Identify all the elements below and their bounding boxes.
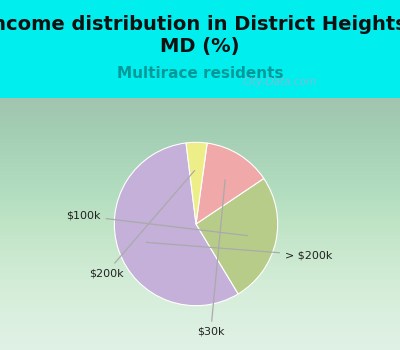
- Wedge shape: [196, 178, 278, 294]
- Text: $100k: $100k: [66, 211, 248, 236]
- Text: > $200k: > $200k: [146, 242, 332, 260]
- Text: City-Data.com: City-Data.com: [242, 77, 317, 87]
- Text: $30k: $30k: [197, 180, 225, 337]
- Text: Multirace residents: Multirace residents: [117, 66, 283, 81]
- Wedge shape: [196, 143, 264, 224]
- Text: $200k: $200k: [89, 170, 194, 278]
- Wedge shape: [114, 143, 238, 306]
- Text: Income distribution in District Heights,
MD (%): Income distribution in District Heights,…: [0, 15, 400, 56]
- Wedge shape: [186, 142, 207, 224]
